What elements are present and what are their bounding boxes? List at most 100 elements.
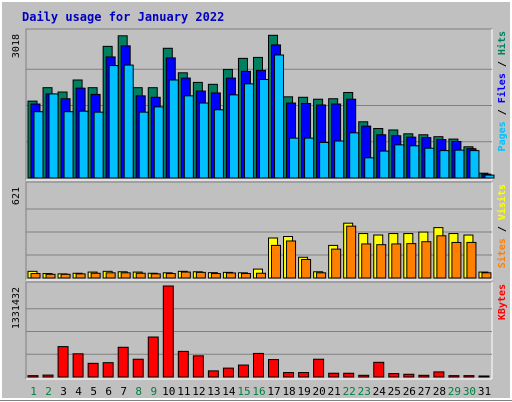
x-tick-label: 29: [448, 385, 461, 398]
bar-kbytes-day-23: [358, 374, 370, 378]
bar-kbytes-day-21: [328, 372, 340, 378]
x-tick-label: 4: [75, 385, 82, 398]
bar-sites-day-21: [331, 248, 342, 279]
bar-sites-day-31: [481, 272, 492, 279]
bar-kbytes-day-11: [177, 350, 189, 378]
bar-sites-day-23: [361, 243, 372, 279]
x-tick-label: 3: [60, 385, 67, 398]
legend-entry: /: [497, 220, 508, 238]
x-tick-label: 9: [150, 385, 157, 398]
bar-kbytes-day-14: [222, 367, 234, 378]
bar-pages-day-17: [274, 54, 285, 179]
bar-kbytes-day-7: [117, 346, 129, 378]
x-tick-label: 16: [252, 385, 265, 398]
bar-pages-day-18: [289, 137, 300, 179]
x-tick-label: 18: [282, 385, 295, 398]
bar-sites-day-27: [421, 241, 432, 279]
bar-kbytes-day-20: [313, 358, 325, 378]
x-tick-label: 21: [328, 385, 341, 398]
x-tick-label: 1: [30, 385, 37, 398]
bar-pages-day-5: [93, 111, 104, 179]
bar-pages-day-12: [198, 102, 209, 179]
bar-pages-day-24: [379, 150, 390, 179]
panels-layer: 3018 Pages / Files / Hits 621 Sites / Visit…: [11, 28, 508, 380]
legend-entry: /: [497, 55, 508, 73]
legend-entry: /: [497, 103, 508, 121]
bar-kbytes-day-8: [132, 358, 144, 378]
bar-kbytes-day-29: [448, 375, 460, 378]
bar-sites-day-26: [406, 243, 417, 279]
bar-sites-day-17: [271, 244, 282, 279]
bar-pages-day-16: [258, 79, 269, 179]
bar-kbytes-day-2: [42, 374, 54, 378]
bar-sites-day-2: [45, 273, 56, 279]
bar-pages-day-23: [364, 157, 375, 179]
x-tick-label: 26: [403, 385, 416, 398]
x-tick-label: 30: [463, 385, 476, 398]
bar-pages-day-19: [304, 137, 315, 179]
bar-sites-day-1: [30, 273, 41, 279]
bar-sites-day-16: [255, 272, 266, 279]
x-tick-label: 10: [162, 385, 175, 398]
x-tick-label: 6: [105, 385, 112, 398]
bar-sites-day-15: [240, 273, 251, 279]
x-tick-label: 14: [222, 385, 236, 398]
bar-sites-day-19: [301, 258, 312, 279]
panel-visits-sites: 621 Sites / Visits: [11, 181, 508, 281]
legend-entry: KBytes: [497, 284, 508, 320]
x-axis: 1 2 3 4 5 6 7 8 9 10 11 12 13 14 15 16 17 18 19 20 21 22 23 24 2…: [30, 385, 491, 398]
x-tick-label: 20: [313, 385, 326, 398]
bar-pages-day-7: [123, 64, 134, 179]
bar-kbytes-day-26: [403, 373, 415, 378]
x-tick-label: 5: [90, 385, 97, 398]
bar-pages-day-13: [213, 109, 224, 179]
bar-kbytes-day-18: [283, 372, 295, 378]
bar-kbytes-day-3: [57, 346, 69, 378]
bar-pages-day-31: [484, 174, 495, 179]
bar-sites-day-10: [165, 273, 176, 279]
bar-kbytes-day-6: [102, 362, 114, 378]
bar-pages-day-3: [63, 111, 74, 179]
bar-kbytes-day-12: [192, 355, 204, 378]
bar-sites-day-6: [105, 272, 116, 279]
bar-sites-day-14: [225, 272, 236, 279]
bar-kbytes-day-19: [298, 372, 310, 378]
bar-kbytes-day-15: [237, 364, 249, 378]
legend-entry: Pages: [497, 121, 508, 151]
legend-entry: Visits: [496, 184, 508, 220]
y-max-label: 3018: [11, 34, 22, 58]
bar-kbytes-day-24: [373, 361, 385, 378]
bar-kbytes-day-22: [343, 372, 355, 378]
bar-sites-day-7: [120, 272, 131, 279]
bar-kbytes-day-28: [433, 371, 445, 378]
bar-pages-day-30: [469, 150, 480, 179]
bar-sites-day-30: [466, 241, 477, 279]
panel-legend: Pages / Files / Hits: [496, 31, 508, 151]
x-tick-label: 28: [433, 385, 446, 398]
bar-sites-day-20: [316, 272, 327, 279]
bar-sites-day-12: [195, 271, 206, 279]
bar-pages-day-2: [48, 93, 59, 179]
bar-pages-day-4: [78, 110, 89, 179]
bar-pages-day-10: [168, 79, 179, 179]
bar-pages-day-22: [349, 132, 360, 179]
legend-entry: Files: [496, 73, 508, 103]
bar-sites-day-24: [376, 244, 387, 279]
bar-pages-day-8: [138, 111, 149, 179]
series-kbytes: [27, 285, 490, 378]
bar-sites-day-18: [286, 240, 297, 279]
x-tick-label: 2: [45, 385, 52, 398]
y-max-label: 621: [11, 187, 22, 205]
bar-sites-day-5: [90, 272, 101, 279]
legend-entry: Sites: [496, 238, 508, 268]
x-tick-label: 25: [388, 385, 401, 398]
x-tick-label: 12: [192, 385, 205, 398]
bar-sites-day-13: [210, 273, 221, 279]
bar-pages-day-14: [228, 94, 239, 179]
bar-kbytes-day-27: [418, 374, 430, 378]
panel-legend: Sites / Visits: [496, 184, 508, 268]
x-tick-label: 8: [135, 385, 142, 398]
x-tick-label: 17: [267, 385, 280, 398]
